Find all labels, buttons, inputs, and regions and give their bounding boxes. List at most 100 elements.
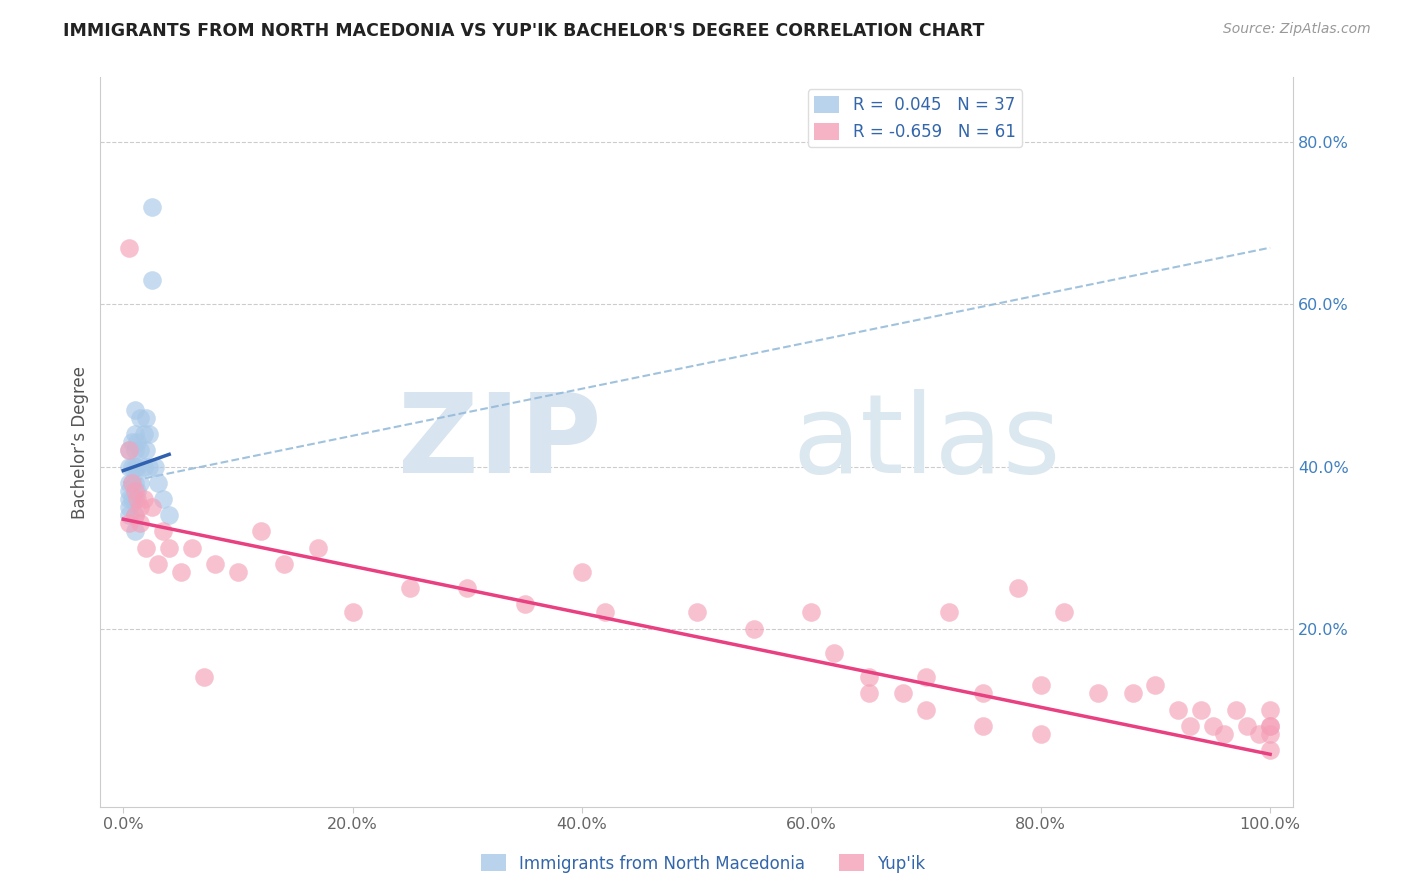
Point <box>125 435 148 450</box>
Point <box>118 475 141 490</box>
Point <box>124 491 146 506</box>
Text: Source: ZipAtlas.com: Source: ZipAtlas.com <box>1223 22 1371 37</box>
Point <box>157 541 180 555</box>
Point <box>800 606 823 620</box>
Point <box>1258 727 1281 741</box>
Point <box>169 565 191 579</box>
Point <box>273 557 295 571</box>
Point <box>1167 703 1189 717</box>
Point <box>1258 719 1281 733</box>
Point <box>124 443 146 458</box>
Point <box>141 273 163 287</box>
Point <box>124 427 146 442</box>
Point <box>121 491 143 506</box>
Point <box>118 443 141 458</box>
Point <box>204 557 226 571</box>
Point <box>1236 719 1258 733</box>
Point <box>124 524 146 539</box>
Point <box>1189 703 1212 717</box>
Point <box>891 686 914 700</box>
Point <box>135 410 157 425</box>
Point <box>125 459 148 474</box>
Point <box>146 475 169 490</box>
Point <box>513 598 536 612</box>
Point <box>121 475 143 490</box>
Point <box>1258 719 1281 733</box>
Point <box>858 670 880 684</box>
Point <box>742 622 765 636</box>
Point <box>129 410 152 425</box>
Point <box>129 443 152 458</box>
Point <box>250 524 273 539</box>
Point <box>125 491 148 506</box>
Point <box>342 606 364 620</box>
Point <box>571 565 593 579</box>
Point <box>118 516 141 531</box>
Text: atlas: atlas <box>792 389 1060 496</box>
Point <box>1029 727 1052 741</box>
Point <box>129 500 152 514</box>
Point <box>135 541 157 555</box>
Point <box>132 427 155 442</box>
Point <box>181 541 204 555</box>
Point <box>1202 719 1225 733</box>
Point <box>1178 719 1201 733</box>
Y-axis label: Bachelor’s Degree: Bachelor’s Degree <box>72 366 89 519</box>
Point <box>686 606 709 620</box>
Point <box>915 703 938 717</box>
Point <box>124 483 146 498</box>
Point <box>823 646 845 660</box>
Point <box>121 459 143 474</box>
Point <box>1213 727 1236 741</box>
Point <box>152 491 174 506</box>
Point <box>146 557 169 571</box>
Point <box>135 443 157 458</box>
Point <box>193 670 215 684</box>
Point <box>1121 686 1143 700</box>
Point <box>858 686 880 700</box>
Point <box>456 581 478 595</box>
Point <box>145 459 167 474</box>
Point <box>132 491 155 506</box>
Point <box>1007 581 1029 595</box>
Point <box>972 719 994 733</box>
Text: IMMIGRANTS FROM NORTH MACEDONIA VS YUP'IK BACHELOR'S DEGREE CORRELATION CHART: IMMIGRANTS FROM NORTH MACEDONIA VS YUP'I… <box>63 22 984 40</box>
Point <box>593 606 616 620</box>
Point <box>1053 606 1076 620</box>
Point <box>157 508 180 523</box>
Point <box>118 483 141 498</box>
Text: ZIP: ZIP <box>398 389 602 496</box>
Point <box>124 475 146 490</box>
Point <box>118 500 141 514</box>
Point <box>132 459 155 474</box>
Legend: R =  0.045   N = 37, R = -0.659   N = 61: R = 0.045 N = 37, R = -0.659 N = 61 <box>808 89 1022 147</box>
Point <box>141 200 163 214</box>
Point <box>138 427 160 442</box>
Point <box>118 459 141 474</box>
Point <box>124 402 146 417</box>
Point <box>1258 743 1281 757</box>
Point <box>124 508 146 523</box>
Point <box>1087 686 1109 700</box>
Point <box>141 500 163 514</box>
Point <box>972 686 994 700</box>
Point <box>399 581 422 595</box>
Point <box>118 241 141 255</box>
Point <box>1029 678 1052 692</box>
Point <box>226 565 249 579</box>
Point <box>307 541 329 555</box>
Point <box>124 459 146 474</box>
Point <box>1258 703 1281 717</box>
Point <box>129 516 152 531</box>
Point <box>121 435 143 450</box>
Point <box>129 475 152 490</box>
Point <box>1247 727 1270 741</box>
Point <box>1225 703 1247 717</box>
Point <box>1144 678 1167 692</box>
Point <box>118 443 141 458</box>
Point <box>118 508 141 523</box>
Point <box>938 606 960 620</box>
Legend: Immigrants from North Macedonia, Yup'ik: Immigrants from North Macedonia, Yup'ik <box>474 847 932 880</box>
Point <box>121 475 143 490</box>
Point <box>138 459 160 474</box>
